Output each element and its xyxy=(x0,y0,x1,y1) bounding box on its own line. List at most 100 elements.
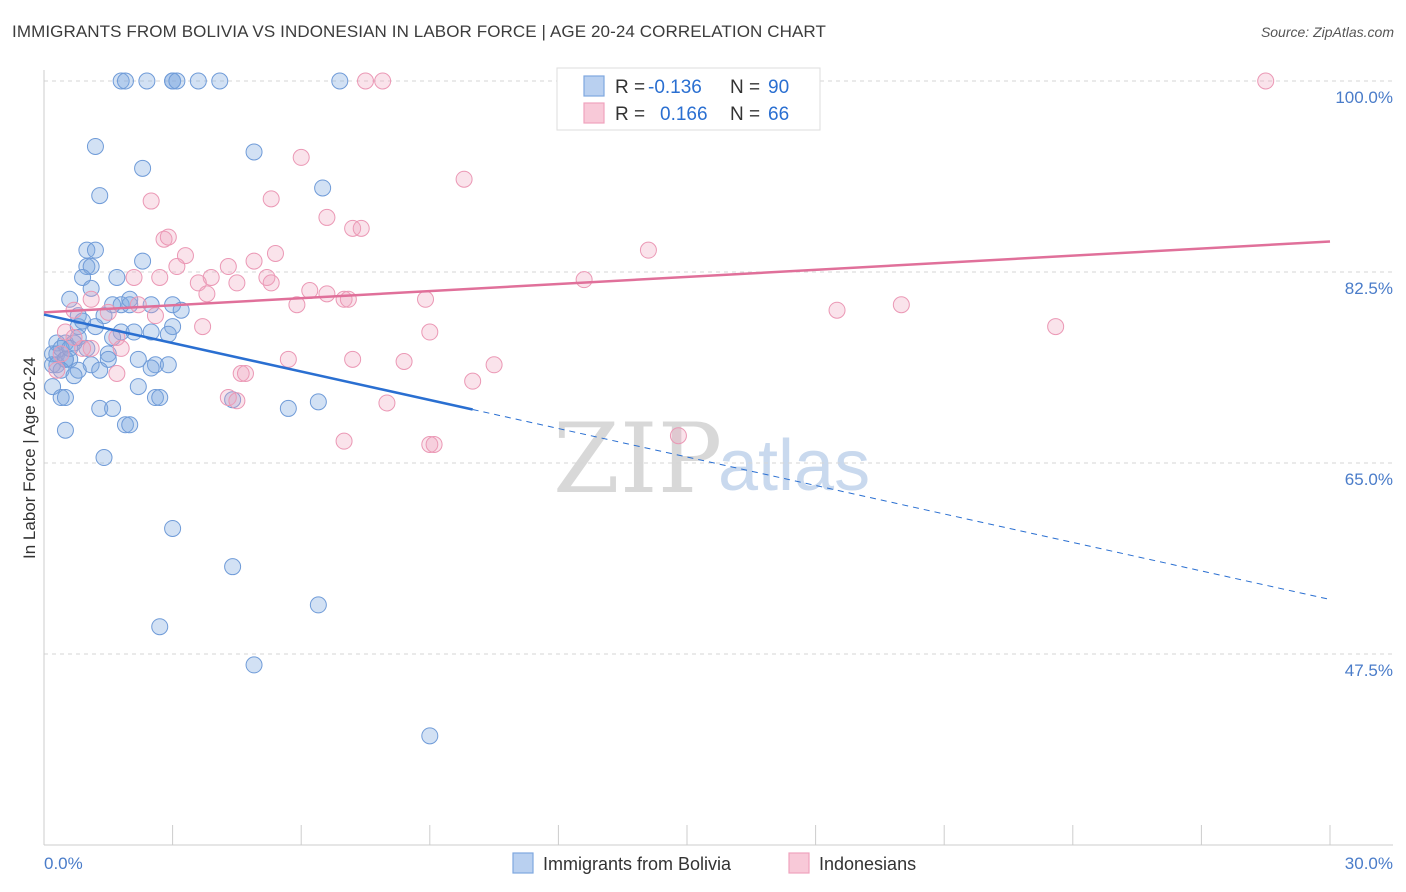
legend-n-label-bolivia: N = xyxy=(730,77,760,98)
series-legend-label-bolivia: Immigrants from Bolivia xyxy=(543,854,732,874)
series-legend-swatch-indonesians xyxy=(788,852,810,874)
bolivia-point-86 xyxy=(65,367,83,385)
series-indonesians-points xyxy=(48,72,1275,453)
bolivia-point-11 xyxy=(134,159,152,177)
y-tick-labels: 100.0% 82.5% 65.0% 47.5% xyxy=(1335,88,1393,680)
bolivia-point-18 xyxy=(134,252,152,270)
indonesians-point-17 xyxy=(219,258,237,276)
bolivia-point-13 xyxy=(314,179,332,197)
indonesians-point-32 xyxy=(82,290,100,308)
indonesians-point-26 xyxy=(301,282,319,300)
indonesians-point-53 xyxy=(485,356,503,374)
indonesians-point-57 xyxy=(464,372,482,390)
legend-swatch-bolivia xyxy=(583,75,605,97)
indonesians-point-0 xyxy=(357,72,374,90)
bolivia-point-60 xyxy=(159,356,177,374)
bolivia-point-47 xyxy=(78,339,96,357)
indonesians-point-42 xyxy=(421,323,439,341)
bolivia-point-16 xyxy=(78,258,96,276)
indonesians-point-36 xyxy=(828,301,846,319)
bolivia-point-5 xyxy=(168,72,186,90)
chart-title: IMMIGRANTS FROM BOLIVIA VS INDONESIAN IN… xyxy=(12,22,826,41)
indonesians-point-13 xyxy=(266,244,284,262)
bolivia-point-68 xyxy=(104,399,122,417)
indonesians-point-61 xyxy=(335,432,353,450)
bolivia-point-78 xyxy=(309,596,327,614)
bolivia-point-2 xyxy=(138,72,156,90)
y-tick-label-100: 100.0% xyxy=(1335,88,1393,107)
indonesians-point-63 xyxy=(425,435,443,453)
indonesians-point-48 xyxy=(52,345,70,363)
series-legend-label-indonesians: Indonesians xyxy=(819,854,916,874)
indonesians-point-8 xyxy=(344,219,362,237)
indonesians-point-14 xyxy=(639,241,657,259)
y-tick-label-47-5: 47.5% xyxy=(1345,661,1393,680)
series-legend-swatch-bolivia xyxy=(512,852,534,874)
bolivia-point-12 xyxy=(91,187,109,205)
indonesians-point-55 xyxy=(232,365,250,383)
series-legend: Immigrants from Bolivia Indonesians xyxy=(512,852,916,874)
indonesians-point-59 xyxy=(228,392,246,410)
bolivia-point-1 xyxy=(116,72,134,90)
indonesians-point-56 xyxy=(236,365,254,383)
bolivia-point-80 xyxy=(245,656,263,674)
bolivia-point-64 xyxy=(129,378,147,396)
bolivia-point-62 xyxy=(52,389,70,407)
bolivia-point-22 xyxy=(61,290,79,308)
axes xyxy=(43,70,1393,846)
indonesians-point-4 xyxy=(455,170,473,188)
series-bolivia-points xyxy=(44,72,439,745)
bolivia-point-39 xyxy=(142,323,160,341)
bolivia-point-71 xyxy=(309,393,327,411)
bolivia-point-10 xyxy=(245,143,263,161)
indonesians-point-29 xyxy=(339,290,357,308)
bolivia-point-66 xyxy=(151,389,169,407)
bolivia-point-75 xyxy=(95,449,113,467)
bolivia-point-7 xyxy=(211,72,229,90)
legend-n-value-indonesians: 66 xyxy=(768,104,789,125)
bolivia-point-63 xyxy=(56,389,74,407)
stats-legend: R = -0.136 N = 90 R = 0.166 N = 66 xyxy=(556,67,821,131)
indonesians-point-5 xyxy=(142,192,160,210)
indonesians-point-54 xyxy=(108,365,126,383)
indonesians-point-20 xyxy=(202,268,220,286)
indonesians-point-38 xyxy=(99,303,117,321)
indonesians-point-43 xyxy=(56,323,74,341)
indonesians-point-64 xyxy=(669,427,687,445)
y-tick-label-82-5: 82.5% xyxy=(1345,279,1393,298)
indonesians-point-41 xyxy=(1047,318,1065,336)
indonesians-point-15 xyxy=(168,258,186,276)
bolivia-point-19 xyxy=(108,268,126,286)
indonesians-point-21 xyxy=(228,274,246,292)
watermark-atlas: atlas xyxy=(718,426,870,506)
bolivia-point-73 xyxy=(121,416,139,434)
bolivia-point-79 xyxy=(151,618,169,636)
indonesians-point-25 xyxy=(575,271,593,289)
bolivia-point-48 xyxy=(99,345,117,363)
legend-n-label-indonesians: N = xyxy=(730,104,760,125)
indonesians-point-19 xyxy=(125,268,143,286)
legend-r-value-indonesians: 0.166 xyxy=(660,104,708,125)
x-tick-label-30: 30.0% xyxy=(1345,854,1393,873)
indonesians-point-40 xyxy=(194,318,212,336)
indonesians-point-35 xyxy=(892,296,910,314)
bolivia-point-26 xyxy=(142,296,160,314)
bolivia-point-59 xyxy=(142,359,160,377)
indonesians-point-11 xyxy=(159,228,177,246)
bolivia-point-4 xyxy=(164,72,182,90)
bolivia-point-72 xyxy=(116,416,134,434)
watermark: ZIP atlas xyxy=(553,403,870,515)
indonesians-point-31 xyxy=(198,285,216,303)
indonesians-point-58 xyxy=(219,389,237,407)
bolivia-point-9 xyxy=(86,137,104,155)
bolivia-point-67 xyxy=(91,399,109,417)
legend-r-label-bolivia: R = xyxy=(615,77,645,98)
source-credit: Source: ZipAtlas.com xyxy=(1260,24,1394,40)
bolivia-point-58 xyxy=(91,361,109,379)
x-tick-labels: 0.0% 30.0% xyxy=(44,854,1393,873)
legend-r-value-bolivia: -0.136 xyxy=(648,77,702,98)
y-axis-title: In Labor Force | Age 20-24 xyxy=(20,357,39,559)
indonesians-point-34 xyxy=(288,296,306,314)
indonesians-point-30 xyxy=(417,290,435,308)
bolivia-point-76 xyxy=(164,519,182,537)
